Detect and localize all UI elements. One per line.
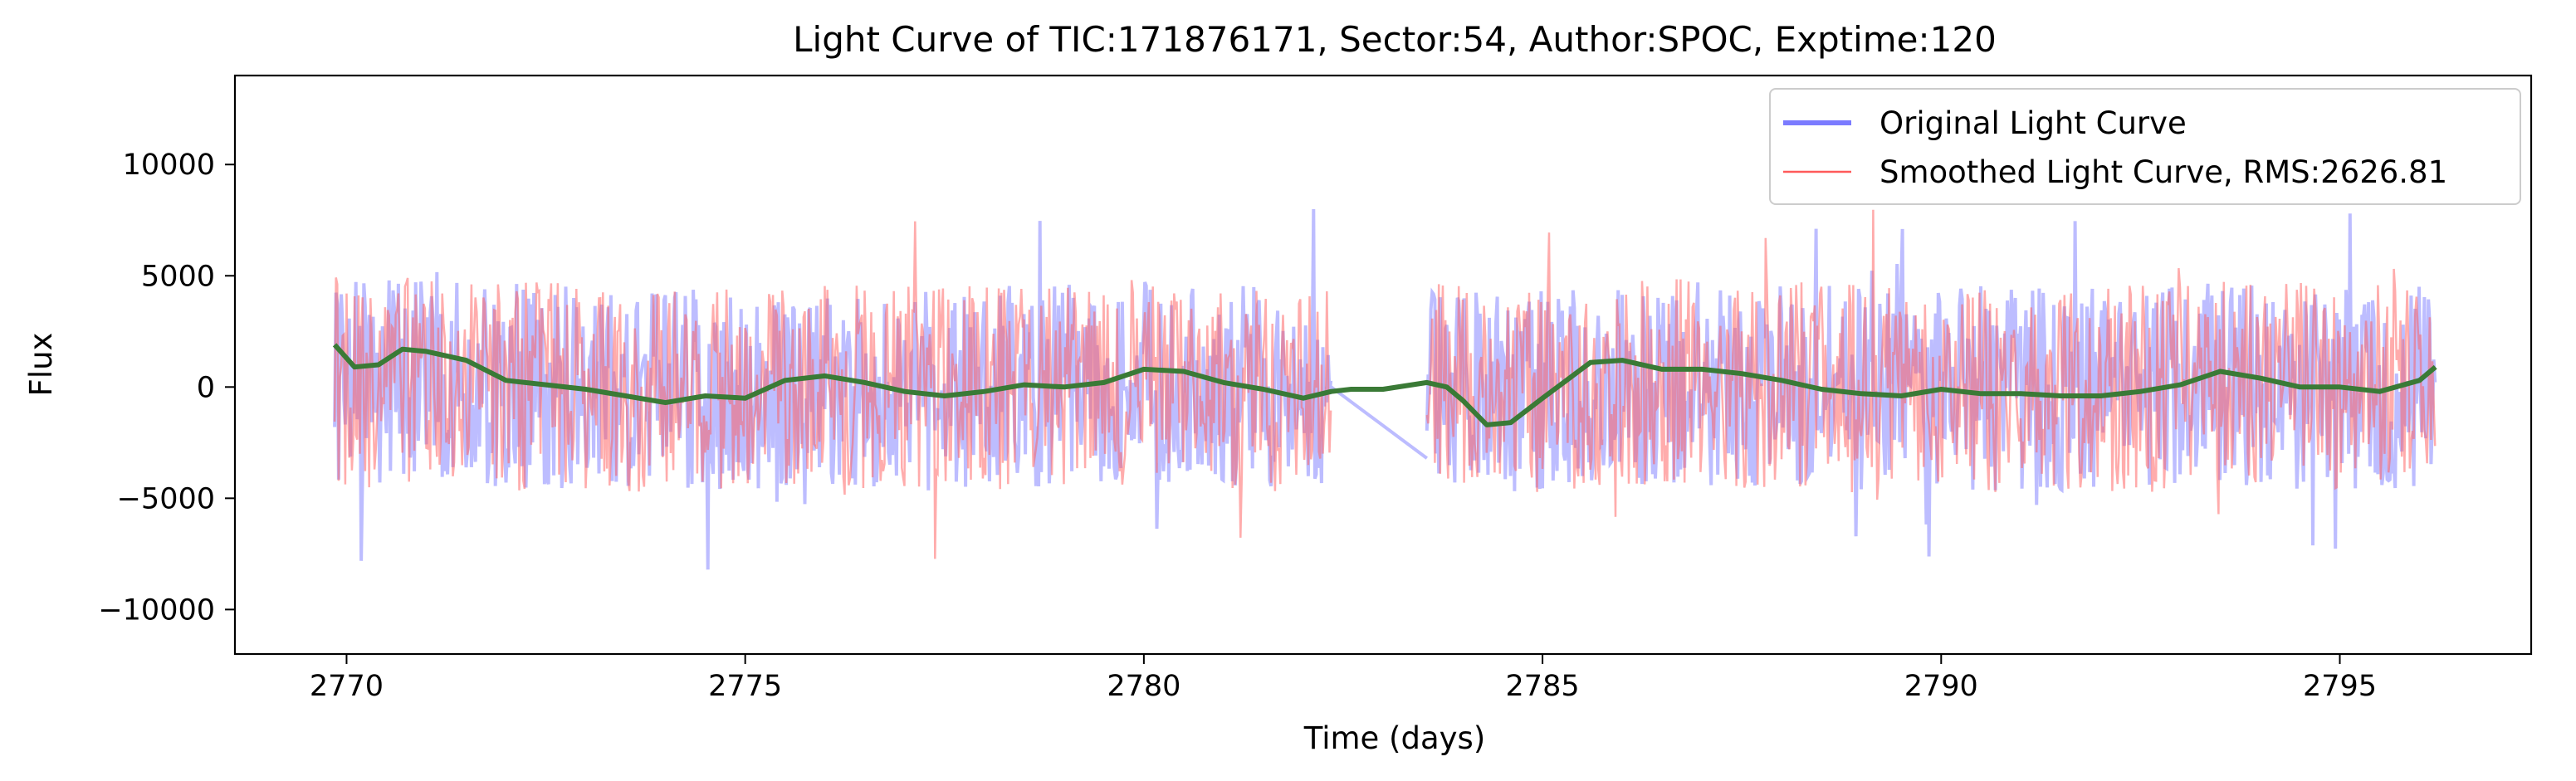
x-tick-label: 2780 — [1107, 670, 1180, 703]
x-axis-label: Time (days) — [1303, 720, 1486, 756]
y-axis: −10000 −5000 0 5000 10000 — [98, 149, 235, 627]
x-axis: 2770 2775 2780 2785 2790 2795 — [310, 654, 2377, 703]
legend-box — [1769, 88, 2521, 205]
plot-frame — [233, 74, 2533, 656]
plot-area — [332, 208, 2437, 570]
legend: Original Light Curve Smoothed Light Curv… — [1769, 88, 2521, 205]
y-tick-label: −10000 — [98, 593, 215, 627]
y-tick-label: −5000 — [117, 482, 215, 515]
x-tick-label: 2795 — [2303, 670, 2377, 703]
y-tick-label: 0 — [197, 371, 215, 404]
legend-label-original: Original Light Curve — [1879, 105, 2187, 141]
y-axis-label: Flux — [23, 333, 59, 397]
x-tick-label: 2785 — [1506, 670, 1580, 703]
y-tick-label: 5000 — [141, 260, 215, 293]
chart-title: Light Curve of TIC:171876171, Sector:54,… — [793, 19, 1997, 60]
x-tick-label: 2790 — [1904, 670, 1978, 703]
x-tick-label: 2770 — [310, 670, 384, 703]
legend-label-smoothed: Smoothed Light Curve, RMS:2626.81 — [1879, 154, 2447, 190]
trend-line — [332, 343, 2437, 427]
smoothed-flux-line — [333, 209, 2437, 559]
x-tick-label: 2775 — [708, 670, 782, 703]
original-gap-bridge — [1330, 385, 1429, 460]
y-tick-label: 10000 — [123, 149, 215, 182]
series-smoothed-light-curve — [333, 209, 2437, 559]
series-trend-line — [332, 343, 2437, 427]
